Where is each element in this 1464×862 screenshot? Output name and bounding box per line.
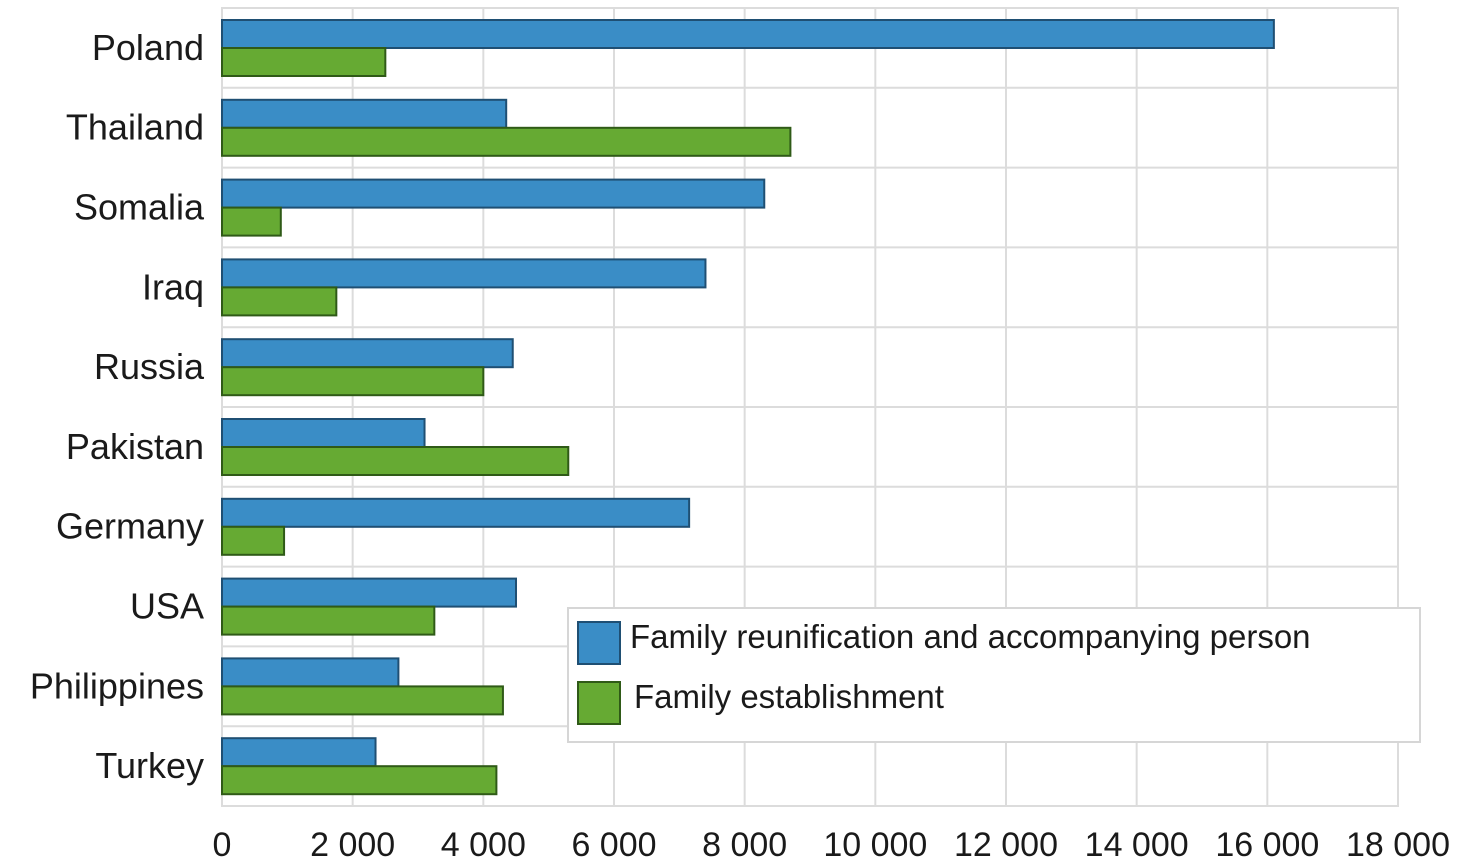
bar-establishment	[221, 605, 436, 636]
bar-establishment	[221, 206, 282, 237]
legend-swatch	[577, 621, 621, 665]
bar-reunification	[221, 418, 426, 448]
legend-label: Family establishment	[634, 678, 944, 715]
category-label: Somalia	[74, 187, 205, 228]
x-tick-label: 16 000	[1215, 826, 1319, 862]
bar-reunification	[221, 338, 514, 369]
bar-reunification	[221, 178, 766, 209]
bar-reunification	[221, 657, 400, 688]
category-label: Germany	[56, 506, 204, 547]
bar-establishment	[221, 47, 387, 77]
legend-label: Family reunification and accompanying pe…	[630, 618, 1311, 655]
bar-reunification	[221, 737, 377, 768]
category-label: Iraq	[142, 266, 204, 307]
category-label: Philippines	[30, 665, 204, 706]
x-tick-labels: 0 2 000 4 000 6 000 8 000 10 000 12 000 14 000 1…	[213, 826, 1450, 862]
category-labels: Poland Thailand Somalia Iraq Russia Pakistan G…	[30, 27, 205, 786]
x-tick-label: 18 000	[1346, 826, 1450, 862]
bar-establishment	[221, 765, 498, 796]
bar-reunification	[221, 258, 707, 289]
category-label: Thailand	[66, 107, 204, 148]
bar-establishment	[221, 525, 286, 556]
bars	[221, 19, 1275, 796]
bar-establishment	[221, 685, 504, 716]
legend-box	[567, 607, 1421, 743]
x-tick-label: 14 000	[1085, 826, 1189, 862]
bar-establishment	[221, 286, 338, 317]
legend: Family reunification and accompanying pe…	[567, 607, 1421, 743]
x-tick-label: 12 000	[954, 826, 1058, 862]
x-tick-label: 6 000	[571, 826, 656, 862]
bar-reunification	[221, 98, 508, 129]
category-label: Russia	[94, 346, 205, 387]
x-tick-label: 10 000	[823, 826, 927, 862]
legend-swatch	[577, 681, 621, 725]
bar-establishment	[221, 446, 570, 476]
category-label: USA	[130, 586, 204, 627]
x-tick-label: 0	[213, 826, 232, 862]
bar-establishment	[221, 366, 485, 397]
x-tick-label: 4 000	[441, 826, 526, 862]
x-tick-label: 2 000	[310, 826, 395, 862]
bar-reunification	[221, 19, 1275, 49]
x-tick-label: 8 000	[702, 826, 787, 862]
category-label: Pakistan	[66, 426, 204, 467]
category-label: Poland	[92, 27, 204, 68]
bar-reunification	[221, 577, 517, 608]
bar-establishment	[221, 126, 792, 157]
bar-reunification	[221, 497, 691, 528]
category-label: Turkey	[95, 745, 204, 786]
